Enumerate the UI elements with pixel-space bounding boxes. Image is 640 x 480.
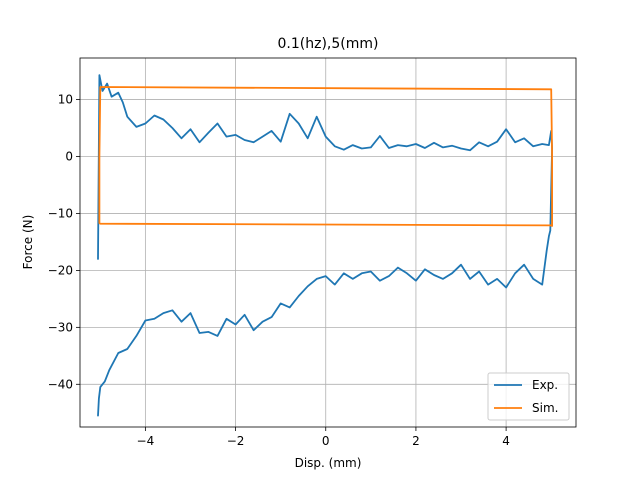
y-tick-label: 0 bbox=[65, 150, 73, 164]
legend-label-exp: Exp. bbox=[532, 378, 558, 392]
legend-label-sim: Sim. bbox=[532, 401, 558, 415]
y-tick-label: −20 bbox=[48, 263, 73, 277]
x-tick-label: −4 bbox=[137, 434, 155, 448]
x-tick-label: 4 bbox=[502, 434, 510, 448]
plot-area bbox=[97, 74, 553, 417]
x-tick-label: 2 bbox=[412, 434, 420, 448]
legend: Exp. Sim. bbox=[487, 372, 570, 421]
axes-frame bbox=[79, 57, 577, 428]
y-tick-label: −30 bbox=[48, 320, 73, 334]
y-axis-label: Force (N) bbox=[21, 215, 35, 270]
chart-title: 0.1(hz),5(mm) bbox=[278, 36, 379, 52]
series-layer bbox=[97, 74, 553, 417]
y-tick-label: 10 bbox=[58, 93, 73, 107]
x-tick-label: 0 bbox=[322, 434, 330, 448]
series-line-sim bbox=[98, 86, 553, 227]
grid bbox=[80, 58, 576, 427]
x-tick-label: −2 bbox=[227, 434, 245, 448]
y-tick-label: −40 bbox=[48, 377, 73, 391]
y-tick-label: −10 bbox=[48, 206, 73, 220]
x-axis-label: Disp. (mm) bbox=[295, 456, 362, 470]
